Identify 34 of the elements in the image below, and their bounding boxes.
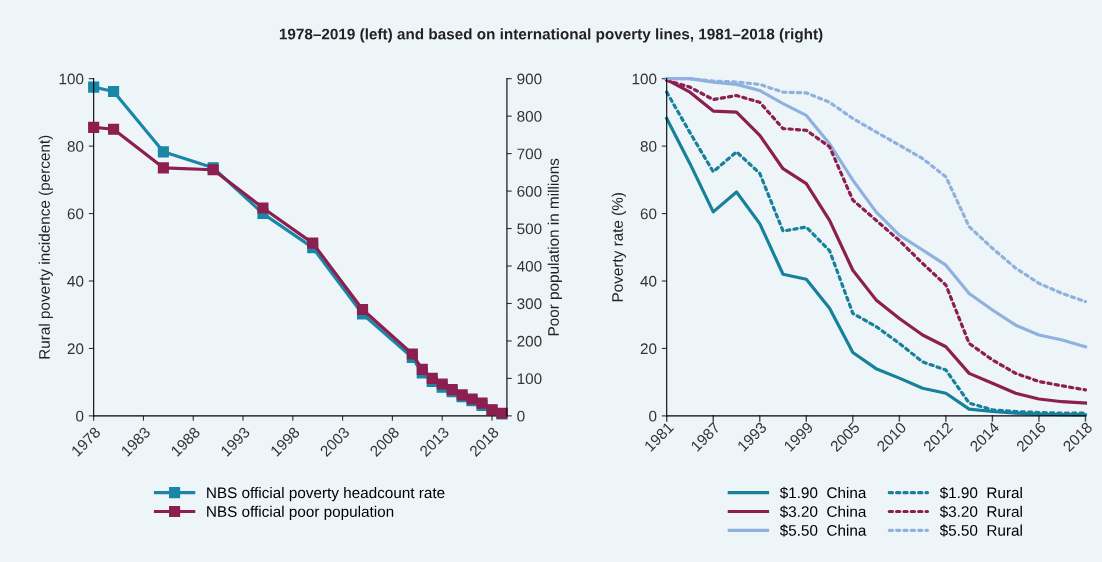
legend-label: NBS official poor population: [207, 505, 394, 521]
y-tick-label: 60: [640, 208, 657, 220]
y-tick-label: 60: [67, 208, 84, 220]
y2-tick-label: 500: [517, 223, 542, 235]
legend-label: $3.20 China: [779, 505, 867, 518]
y-tick-label: 100: [632, 73, 657, 85]
y-tick-label: 100: [59, 73, 84, 85]
y2-tick-label: 0: [517, 410, 525, 422]
y2-tick-label: 600: [517, 185, 542, 197]
legend-label: $1.90 Rural: [939, 486, 1022, 500]
y2-tick-label: 100: [517, 373, 542, 385]
legend-label: $3.20 Rural: [939, 505, 1022, 518]
legend-label: $1.90 China: [779, 486, 867, 500]
y-tick-label: 80: [640, 140, 657, 152]
y-tick-label: 40: [67, 275, 84, 287]
text: 1978–2019 (left) and based on international poverty lines, 1981–2018 (right): [279, 28, 823, 43]
y2-tick-label: 400: [516, 260, 542, 272]
y2-axis-title: Poor population in millions: [547, 158, 562, 336]
legend-label: NBS official poverty headcount rate: [207, 486, 445, 502]
y-tick-label: 0: [76, 410, 84, 422]
y-tick-label: 0: [649, 410, 657, 422]
y2-tick-label: 700: [517, 148, 542, 160]
y-axis-title: Rural poverty incidence (percent): [38, 135, 53, 359]
y-axis-title: Poverty rate (%): [611, 193, 626, 302]
y-tick-label: 20: [67, 343, 84, 355]
y-tick-label: 40: [640, 275, 657, 287]
y2-tick-label: 800: [517, 111, 542, 122]
y2-tick-label: 200: [517, 335, 542, 347]
y-tick-label: 20: [640, 343, 657, 355]
legend-label: $5.50 Rural: [939, 524, 1022, 537]
y2-tick-label: 300: [517, 298, 542, 310]
legend-label: $5.50 China: [779, 524, 867, 537]
y2-tick-label: 900: [517, 73, 542, 85]
y-tick-label: 80: [67, 140, 84, 152]
